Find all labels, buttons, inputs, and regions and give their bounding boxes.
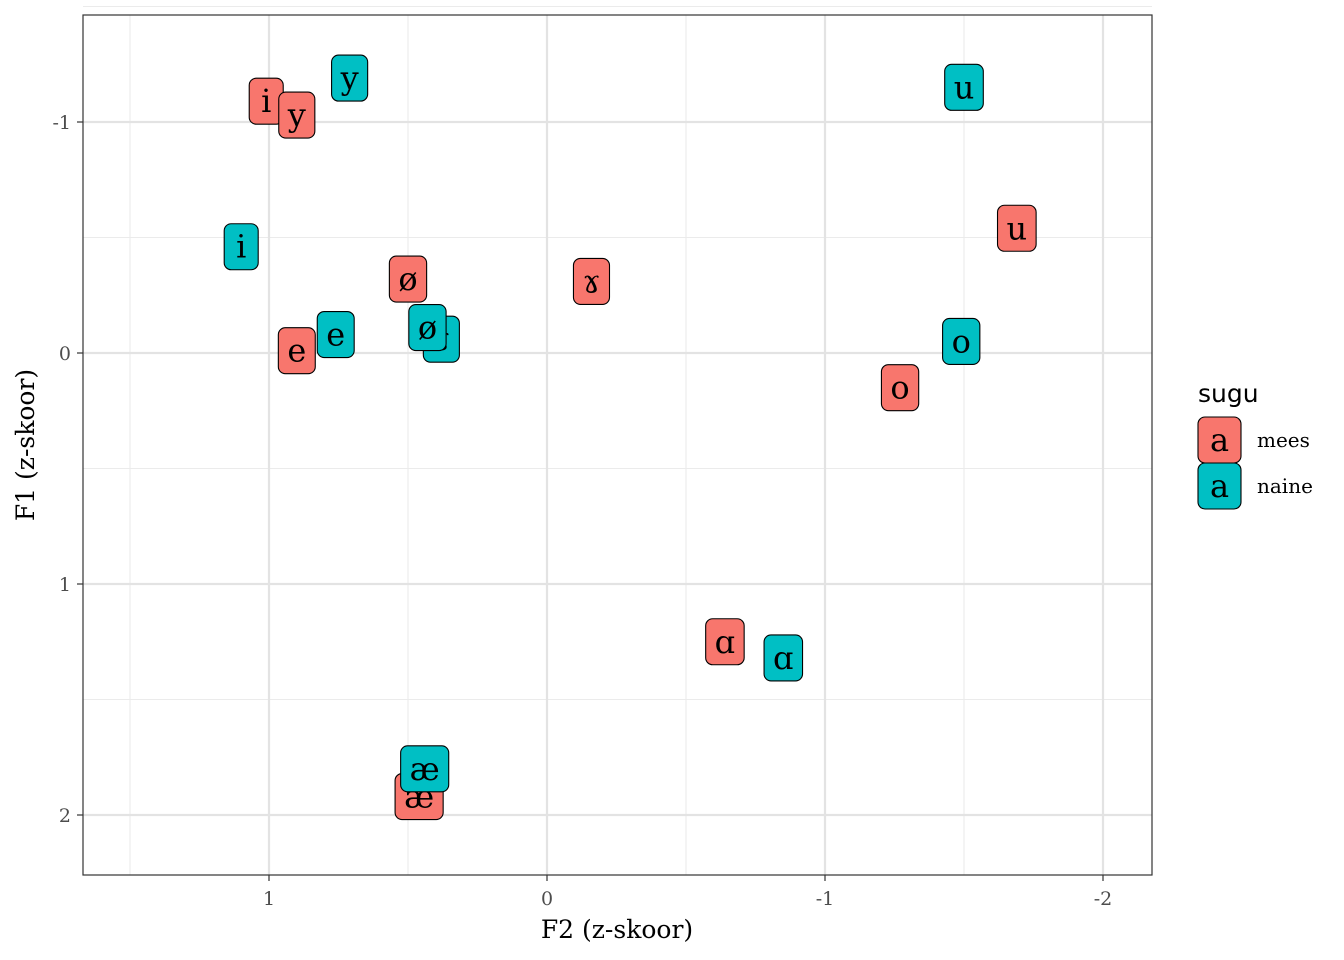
point-label: ɑ	[715, 623, 735, 661]
point-box	[572, 257, 611, 305]
x-axis-title: F2 (z-skoor)	[541, 915, 693, 944]
data-points: iyøɤueoɑæyuiɤøeoɑæ	[223, 54, 1037, 821]
y-tick-label: -1	[52, 112, 71, 134]
point-label: ø	[418, 309, 437, 347]
axis-ticks	[77, 121, 1104, 881]
point-box	[944, 63, 984, 111]
point-box	[763, 634, 804, 682]
point-box	[277, 327, 316, 375]
point-mees: u	[996, 204, 1037, 252]
legend-label: mees	[1257, 428, 1310, 452]
point-mees: i	[248, 77, 284, 125]
legend-key-mees: a mees	[1197, 416, 1310, 464]
point-box	[400, 745, 450, 793]
x-tick-label: -1	[816, 888, 835, 910]
point-label: u	[1007, 209, 1028, 247]
y-tick-label: 2	[59, 805, 71, 827]
point-naine: u	[944, 63, 984, 111]
point-label: e	[287, 332, 306, 370]
point-naine: ø	[408, 304, 447, 352]
point-naine: æ	[400, 745, 450, 793]
legend-title: sugu	[1198, 379, 1259, 408]
point-mees: o	[880, 364, 920, 412]
point-box	[316, 310, 355, 359]
point-naine: y	[331, 54, 369, 102]
y-axis-title: F1 (z-skoor)	[11, 369, 40, 521]
x-tick-label: 0	[541, 888, 553, 910]
point-label: æ	[410, 750, 440, 788]
major-gridlines	[83, 15, 1152, 875]
point-box	[388, 255, 428, 303]
point-box	[880, 364, 920, 412]
point-label: i	[261, 82, 271, 120]
panel-border	[82, 14, 1153, 876]
y-tick-label: 1	[59, 574, 71, 596]
legend-key-box	[1197, 462, 1242, 510]
point-label: y	[287, 96, 306, 134]
point-label: ø	[398, 260, 417, 298]
point-label: i	[236, 228, 246, 266]
point-label: y	[340, 59, 359, 97]
point-mees: ɑ	[705, 618, 745, 666]
legend-key-symbol: a	[1210, 421, 1229, 459]
point-label: o	[952, 322, 971, 360]
point-label: o	[890, 369, 909, 407]
point-box	[996, 204, 1037, 252]
point-mees: ø	[388, 255, 428, 303]
legend: sugu a mees a naine	[1197, 379, 1313, 510]
point-box	[223, 223, 259, 271]
point-naine: i	[223, 223, 259, 271]
point-label: e	[326, 316, 345, 354]
point-box	[942, 317, 981, 366]
x-tick-label: -2	[1094, 888, 1113, 910]
legend-label: naine	[1257, 474, 1313, 498]
point-box	[705, 618, 745, 666]
point-box	[408, 304, 447, 352]
x-tick-label: 1	[263, 888, 275, 910]
point-mees: e	[277, 327, 316, 375]
point-box	[278, 91, 316, 139]
minor-gridlines	[83, 5, 1152, 875]
point-label: ɤ	[582, 262, 600, 300]
point-label: ɑ	[773, 639, 793, 677]
legend-key-symbol: a	[1210, 467, 1229, 505]
point-box	[331, 54, 369, 102]
tick-labels: 1 0 -1 -2 -1 0 1 2	[52, 112, 1112, 910]
point-mees: y	[278, 91, 316, 139]
point-naine: ɑ	[763, 634, 804, 682]
point-naine: o	[942, 317, 981, 366]
point-naine: e	[316, 310, 355, 359]
legend-key-naine: a naine	[1197, 462, 1313, 510]
y-tick-label: 0	[59, 343, 71, 365]
point-label: u	[954, 68, 975, 106]
point-mees: ɤ	[572, 257, 611, 305]
